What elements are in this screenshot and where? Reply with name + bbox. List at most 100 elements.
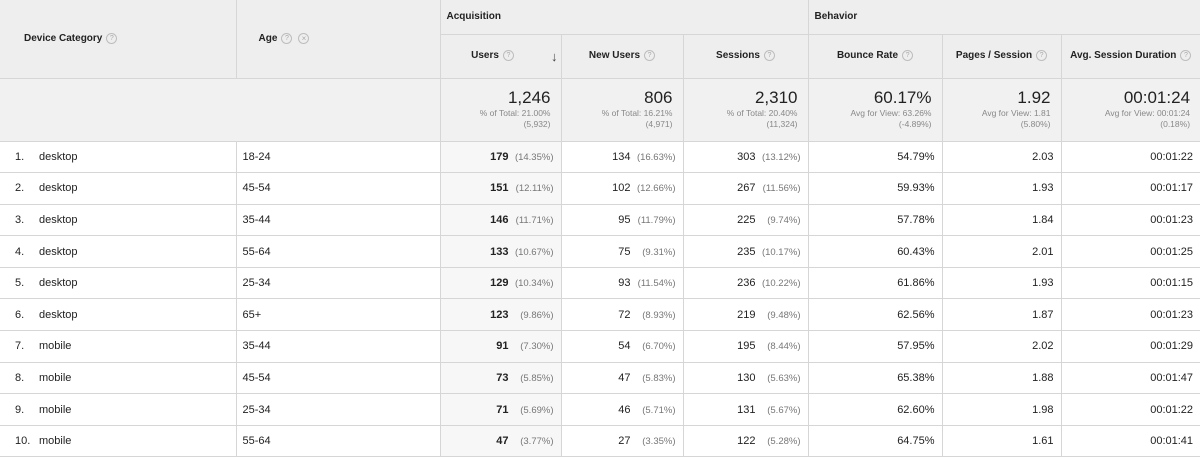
- column-header-avg-session-duration[interactable]: Avg. Session Duration?: [1061, 34, 1200, 78]
- age-value[interactable]: 35-44: [243, 214, 271, 226]
- users-value: 123: [490, 309, 508, 321]
- device-category-value[interactable]: mobile: [39, 340, 71, 352]
- age-cell[interactable]: 55-64: [236, 236, 440, 268]
- totals-bounce-rate: 60.17% Avg for View: 63.26% (-4.89%): [808, 78, 942, 141]
- new-users-cell: 93(11.54%): [561, 267, 683, 299]
- row-index: 7.: [15, 340, 39, 352]
- device-category-value[interactable]: mobile: [39, 404, 71, 416]
- new-users-percent: (16.63%): [631, 152, 676, 163]
- new-users-percent: (12.66%): [631, 183, 676, 194]
- age-cell[interactable]: 25-34: [236, 394, 440, 426]
- pages-session-cell: 1.93: [942, 267, 1061, 299]
- new-users-value: 46: [618, 404, 630, 416]
- sessions-cell: 219(9.48%): [683, 299, 808, 331]
- device-category-value[interactable]: mobile: [39, 372, 71, 384]
- pages-session-cell: 2.03: [942, 141, 1061, 173]
- age-cell[interactable]: 55-64: [236, 425, 440, 457]
- age-cell[interactable]: 45-54: [236, 173, 440, 205]
- age-value[interactable]: 18-24: [243, 151, 271, 163]
- device-category-value[interactable]: desktop: [39, 277, 78, 289]
- remove-dimension-icon[interactable]: ×: [298, 33, 309, 44]
- device-category-value[interactable]: desktop: [39, 182, 78, 194]
- row-index: 10.: [15, 435, 39, 447]
- sessions-value: 303: [737, 151, 755, 163]
- total-value: 1,246: [441, 79, 561, 108]
- help-icon[interactable]: ?: [281, 33, 292, 44]
- age-value[interactable]: 55-64: [243, 435, 271, 447]
- column-header-new-users[interactable]: New Users?: [561, 34, 683, 78]
- pages-session-cell: 2.01: [942, 236, 1061, 268]
- age-cell[interactable]: 65+: [236, 299, 440, 331]
- row-index: 5.: [15, 277, 39, 289]
- avg-session-duration-cell: 00:01:41: [1061, 425, 1200, 457]
- column-header-bounce-rate[interactable]: Bounce Rate?: [808, 34, 942, 78]
- age-value[interactable]: 55-64: [243, 246, 271, 258]
- sessions-percent: (5.28%): [756, 436, 801, 447]
- help-icon[interactable]: ?: [106, 33, 117, 44]
- device-cell[interactable]: 3.desktop: [0, 204, 236, 236]
- pages-session-cell: 2.02: [942, 331, 1061, 363]
- bounce-rate-cell: 61.86%: [808, 267, 942, 299]
- device-cell[interactable]: 10.mobile: [0, 425, 236, 457]
- sessions-percent: (9.74%): [756, 215, 801, 226]
- device-cell[interactable]: 6.desktop: [0, 299, 236, 331]
- column-header-users[interactable]: Users? ↓: [440, 34, 561, 78]
- age-cell[interactable]: 35-44: [236, 204, 440, 236]
- device-category-value[interactable]: desktop: [39, 151, 78, 163]
- age-cell[interactable]: 35-44: [236, 331, 440, 363]
- age-value[interactable]: 45-54: [243, 182, 271, 194]
- help-icon[interactable]: ?: [902, 50, 913, 61]
- users-cell: 179(14.35%): [440, 141, 561, 173]
- age-value[interactable]: 45-54: [243, 372, 271, 384]
- age-value[interactable]: 35-44: [243, 340, 271, 352]
- help-icon[interactable]: ?: [764, 50, 775, 61]
- help-icon[interactable]: ?: [644, 50, 655, 61]
- device-cell[interactable]: 2.desktop: [0, 173, 236, 205]
- device-cell[interactable]: 9.mobile: [0, 394, 236, 426]
- age-cell[interactable]: 25-34: [236, 267, 440, 299]
- new-users-value: 47: [618, 372, 630, 384]
- device-cell[interactable]: 7.mobile: [0, 331, 236, 363]
- help-icon[interactable]: ?: [1036, 50, 1047, 61]
- users-percent: (14.35%): [509, 152, 554, 163]
- totals-empty-cell: [236, 78, 440, 141]
- device-cell[interactable]: 4.desktop: [0, 236, 236, 268]
- device-cell[interactable]: 8.mobile: [0, 362, 236, 394]
- age-cell[interactable]: 18-24: [236, 141, 440, 173]
- new-users-cell: 54(6.70%): [561, 331, 683, 363]
- device-category-value[interactable]: mobile: [39, 435, 71, 447]
- help-icon[interactable]: ?: [1180, 50, 1191, 61]
- device-cell[interactable]: 5.desktop: [0, 267, 236, 299]
- help-icon[interactable]: ?: [503, 50, 514, 61]
- device-category-value[interactable]: desktop: [39, 309, 78, 321]
- age-value[interactable]: 65+: [243, 309, 262, 321]
- device-category-value[interactable]: desktop: [39, 214, 78, 226]
- users-percent: (10.34%): [509, 278, 554, 289]
- column-header-device-category[interactable]: Device Category?: [0, 0, 236, 78]
- device-cell[interactable]: 1.desktop: [0, 141, 236, 173]
- column-header-sessions[interactable]: Sessions?: [683, 34, 808, 78]
- pages-session-cell: 1.88: [942, 362, 1061, 394]
- pages-session-cell: 1.61: [942, 425, 1061, 457]
- column-header-pages-session[interactable]: Pages / Session?: [942, 34, 1061, 78]
- total-subtext: Avg for View: 1.81: [943, 108, 1061, 119]
- bounce-rate-cell: 62.60%: [808, 394, 942, 426]
- sort-descending-icon[interactable]: ↓: [551, 49, 558, 64]
- sessions-value: 225: [737, 214, 755, 226]
- age-value[interactable]: 25-34: [243, 277, 271, 289]
- age-value[interactable]: 25-34: [243, 404, 271, 416]
- device-category-value[interactable]: desktop: [39, 246, 78, 258]
- column-header-age[interactable]: Age?×: [236, 0, 440, 78]
- age-cell[interactable]: 45-54: [236, 362, 440, 394]
